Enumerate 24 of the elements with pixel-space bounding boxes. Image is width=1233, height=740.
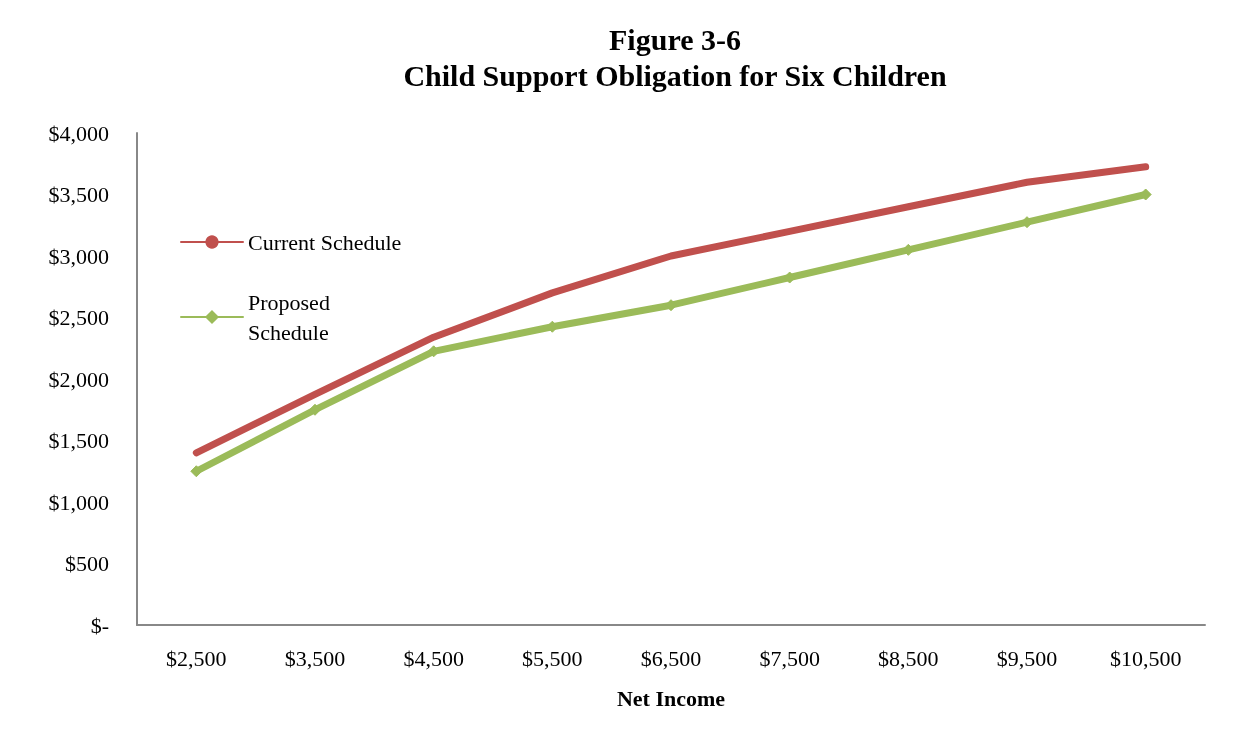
y-tick-label: $4,000 — [48, 120, 109, 146]
y-tick-label: $1,000 — [48, 489, 109, 515]
y-tick-label: $3,000 — [48, 243, 109, 269]
x-tick-label: $7,500 — [759, 645, 820, 671]
x-axis-title: Net Income — [616, 685, 726, 711]
y-tick-label: $2,000 — [48, 366, 109, 392]
x-tick-label: $8,500 — [878, 645, 939, 671]
x-tick-label: $4,500 — [403, 645, 464, 671]
x-tick-label: $3,500 — [284, 645, 346, 671]
chart-title: Figure 3-6 Child Support Obligation for Six Children — [403, 22, 947, 92]
x-tick-label: $6,500 — [640, 645, 702, 671]
y-tick-label: $3,500 — [48, 182, 109, 207]
y-tick-label: $500 — [65, 551, 109, 576]
y-tick-label: $2,500 — [48, 305, 109, 330]
y-tick-label: $1,500 — [48, 428, 109, 453]
point — [190, 465, 203, 478]
y-tick-label: $- — [90, 612, 109, 638]
x-tick-label: $10,500 — [1109, 645, 1182, 671]
legend-label: Proposed Schedule — [248, 289, 336, 345]
legend-label: Current Schedule — [248, 229, 402, 255]
x-tick-label: $2,500 — [166, 645, 227, 671]
x-tick-label: $9,500 — [996, 645, 1058, 671]
x-tick-label: $5,500 — [522, 645, 583, 671]
point — [309, 403, 321, 416]
